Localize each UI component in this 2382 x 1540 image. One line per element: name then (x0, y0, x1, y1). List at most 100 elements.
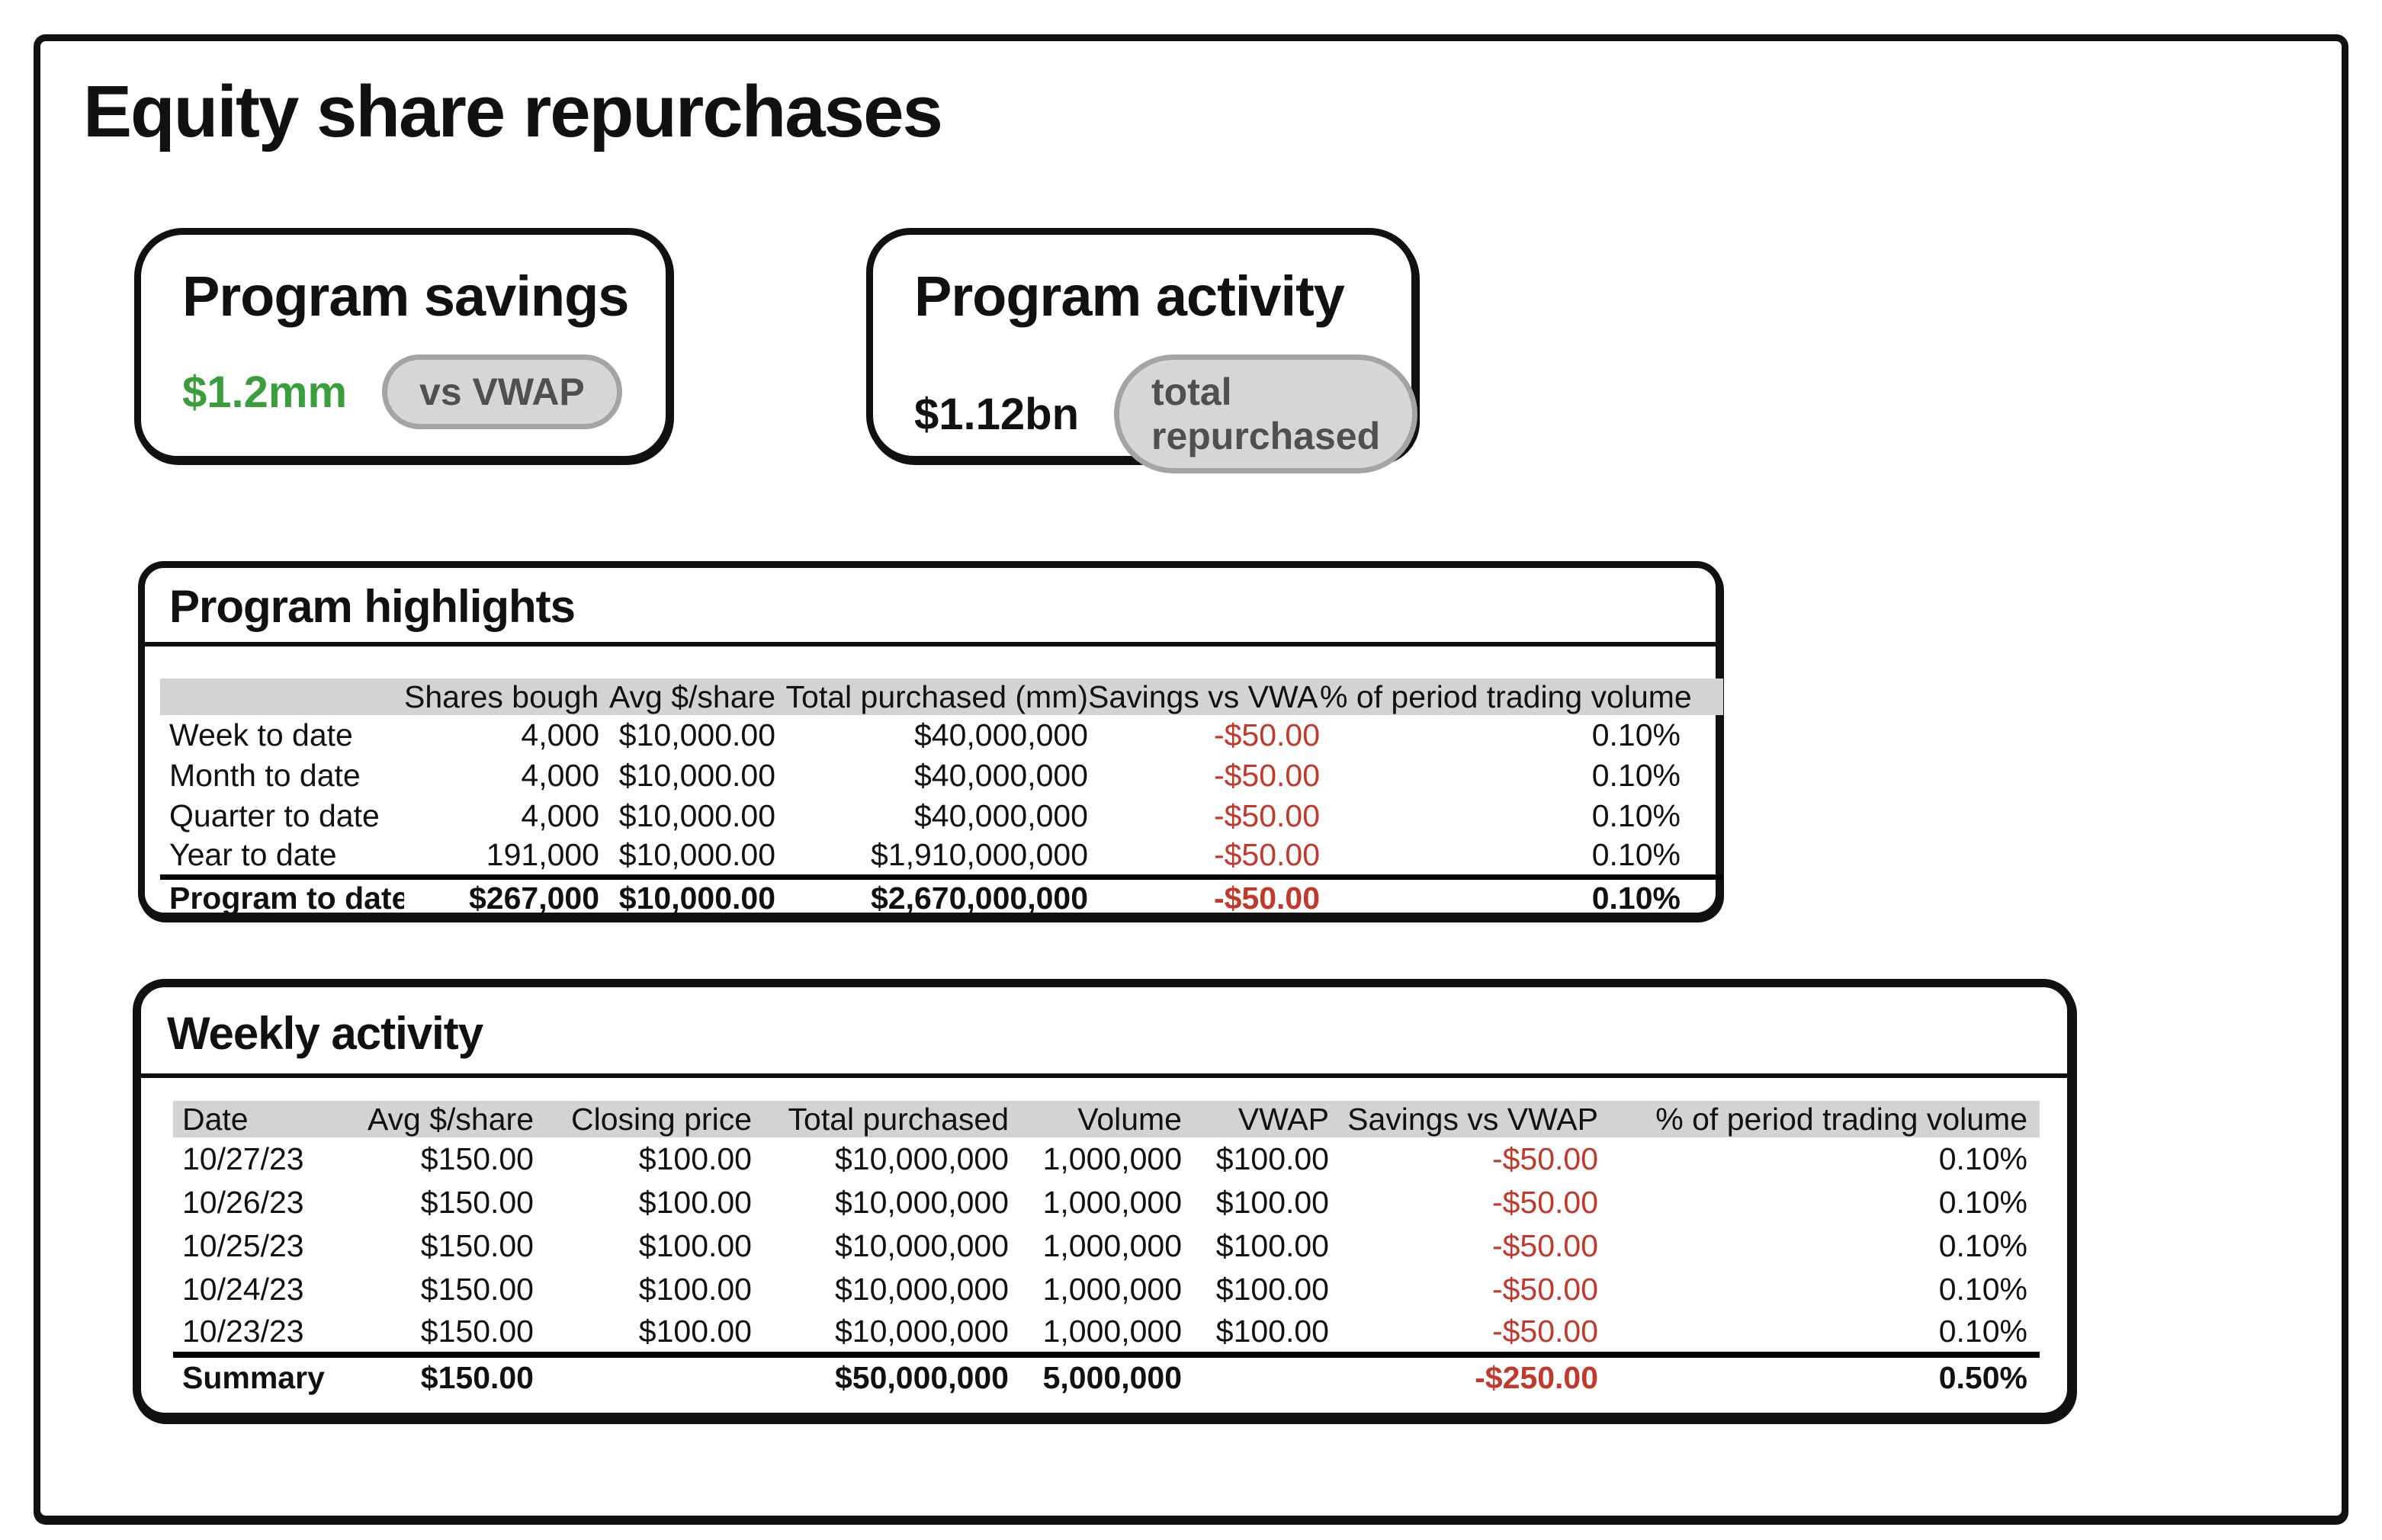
column-header-blank (160, 679, 404, 715)
table-row-month-to-date: Month to date 4,000 $10,000.00 $40,000,0… (160, 756, 1723, 796)
column-header-total: Total purchased (mm) (775, 679, 1088, 715)
cell-avg: $150.00 (420, 1314, 534, 1349)
program-highlights-panel: Program highlights Shares bought Avg $/s… (138, 561, 1723, 919)
cell-total: $10,000,000 (834, 1228, 1009, 1263)
table-row-10-25-23: 10/25/23 $150.00 $100.00 $10,000,000 1,0… (173, 1224, 2040, 1268)
cell-savings: -$50.00 (1491, 1185, 1598, 1220)
cell-vwap (1182, 1352, 1329, 1398)
cell-close (534, 1352, 752, 1398)
cell-date: 10/26/23 (182, 1185, 304, 1220)
header-row: Date Avg $/share Closing price Total pur… (173, 1101, 2040, 1137)
cell-total: $10,000,000 (834, 1314, 1009, 1349)
cell-total: $10,000,000 (834, 1185, 1009, 1220)
cell-volume: 1,000,000 (1042, 1228, 1182, 1263)
cell-avg: $10,000.00 (618, 717, 775, 752)
cell-total: $40,000,000 (913, 717, 1088, 752)
cell-close: $100.00 (638, 1314, 752, 1349)
cell-savings: -$50.00 (1088, 874, 1320, 917)
cell-volume: 1,000,000 (1042, 1272, 1182, 1307)
cell-avg: $10,000.00 (599, 874, 775, 917)
table-row-10-24-23: 10/24/23 $150.00 $100.00 $10,000,000 1,0… (173, 1268, 2040, 1311)
panel-title-bar: Program highlights (145, 568, 1716, 646)
cell-shares: 191,000 (486, 837, 599, 873)
cell-volume: 1,000,000 (1042, 1185, 1182, 1220)
cell-pct: 0.50% (1598, 1352, 2040, 1398)
column-header-savings: Savings vs VWAP (1088, 679, 1320, 715)
cell-pct: 0.10% (1591, 717, 1681, 752)
column-header-total: Total purchased (752, 1101, 1009, 1137)
column-header-pct: % of period trading volume (1598, 1101, 2040, 1137)
column-header-avg: Avg $/share (348, 1101, 534, 1137)
cell-shares: 4,000 (521, 798, 599, 833)
cell-close: $100.00 (638, 1141, 752, 1176)
cell-label: Week to date (169, 717, 353, 752)
cell-volume: 5,000,000 (1009, 1352, 1182, 1398)
cell-vwap: $100.00 (1215, 1185, 1329, 1220)
cell-avg: $150.00 (420, 1228, 534, 1263)
cell-total: $40,000,000 (913, 758, 1088, 793)
cell-savings: -$50.00 (1491, 1314, 1598, 1349)
cell-avg: $10,000.00 (618, 798, 775, 833)
app-frame: Equity share repurchases Program savings… (34, 34, 2348, 1522)
column-header-shares: Shares bought (404, 679, 599, 715)
card-title-program-activity: Program activity (914, 265, 1345, 328)
weekly-activity-table: Date Avg $/share Closing price Total pur… (173, 1101, 2040, 1398)
cell-pct: 0.10% (1938, 1272, 2027, 1307)
column-header-close: Closing price (534, 1101, 752, 1137)
cell-date: 10/24/23 (182, 1272, 304, 1307)
cell-total: $40,000,000 (913, 798, 1088, 833)
savings-value: $1.2mm (182, 367, 348, 417)
cell-label: Quarter to date (169, 798, 380, 833)
cell-savings: -$50.00 (1213, 758, 1320, 793)
total-repurchased-badge: total repurchased (1114, 355, 1418, 473)
cell-date: 10/27/23 (182, 1141, 304, 1176)
cell-pct: 0.10% (1938, 1228, 2027, 1263)
weekly-activity-title: Weekly activity (167, 1008, 483, 1059)
cell-label: Year to date (169, 837, 337, 873)
column-header-savings: Savings vs VWAP (1329, 1101, 1598, 1137)
cell-total: $2,670,000,000 (775, 874, 1088, 917)
cell-savings: -$50.00 (1213, 837, 1320, 873)
cell-shares: $267,000 (404, 874, 599, 917)
cell-vwap: $100.00 (1215, 1272, 1329, 1307)
cell-vwap: $100.00 (1215, 1314, 1329, 1349)
cell-avg: $10,000.00 (618, 837, 775, 873)
cell-total: $1,910,000,000 (871, 837, 1088, 873)
table-row-10-26-23: 10/26/23 $150.00 $100.00 $10,000,000 1,0… (173, 1181, 2040, 1224)
cell-pct: 0.10% (1591, 798, 1681, 833)
cell-close: $100.00 (638, 1272, 752, 1307)
program-activity-card: Program activity $1.12bn total repurchas… (866, 228, 1418, 473)
program-highlights-table: Shares bought Avg $/share Total purchase… (160, 679, 1723, 917)
cell-avg: $10,000.00 (618, 758, 775, 793)
cell-shares: 4,000 (521, 758, 599, 793)
program-savings-card: Program savings $1.2mm vs VWAP (134, 228, 673, 463)
cell-pct: 0.10% (1938, 1185, 2027, 1220)
program-highlights-title: Program highlights (169, 581, 576, 632)
cell-vwap: $100.00 (1215, 1228, 1329, 1263)
vs-vwap-badge: vs VWAP (382, 355, 622, 429)
cell-avg: $150.00 (348, 1352, 534, 1398)
table-row-10-23-23: 10/23/23 $150.00 $100.00 $10,000,000 1,0… (173, 1311, 2040, 1355)
panel-title-bar: Weekly activity (141, 987, 2067, 1078)
column-header-vwap: VWAP (1182, 1101, 1329, 1137)
cell-avg: $150.00 (420, 1141, 534, 1176)
table-row-week-to-date: Week to date 4,000 $10,000.00 $40,000,00… (160, 715, 1723, 756)
cell-volume: 1,000,000 (1042, 1314, 1182, 1349)
cell-avg: $150.00 (420, 1272, 534, 1307)
cell-date: 10/23/23 (182, 1314, 304, 1349)
cell-pct: 0.10% (1938, 1314, 2027, 1349)
cell-savings: -$50.00 (1491, 1272, 1598, 1307)
table-row-summary: Summary $150.00 $50,000,000 5,000,000 -$… (173, 1352, 2040, 1398)
cell-total: $10,000,000 (834, 1272, 1009, 1307)
cell-date: 10/25/23 (182, 1228, 304, 1263)
table-row-program-to-date-summary: Program to date $267,000 $10,000.00 $2,6… (160, 874, 1723, 917)
table-row-year-to-date: Year to date 191,000 $10,000.00 $1,910,0… (160, 836, 1723, 877)
cell-total: $50,000,000 (752, 1352, 1009, 1398)
column-header-pct: % of period trading volume (1320, 679, 1723, 715)
header-row: Shares bought Avg $/share Total purchase… (160, 679, 1723, 715)
cell-savings: -$50.00 (1213, 717, 1320, 752)
table-row-10-27-23: 10/27/23 $150.00 $100.00 $10,000,000 1,0… (173, 1137, 2040, 1181)
weekly-activity-panel: Weekly activity Date Avg $/share Closing… (133, 979, 2075, 1421)
cell-savings: -$50.00 (1491, 1228, 1598, 1263)
cell-date: Summary (173, 1352, 348, 1398)
